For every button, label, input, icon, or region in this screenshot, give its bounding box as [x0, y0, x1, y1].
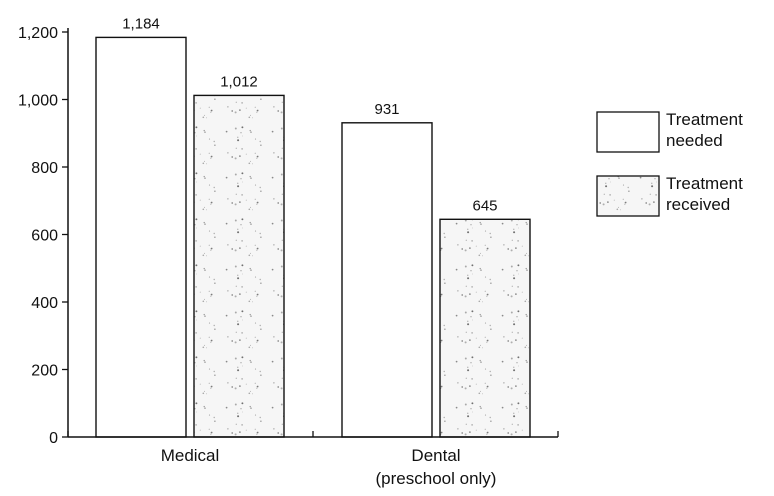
labels: 1,184 1,012 Medical 931 645 Dental (preschool … [122, 15, 497, 488]
category-label-dental: Dental (preschool only) [376, 446, 497, 488]
y-tick-label: 0 [49, 430, 58, 447]
value-label-treatment-needed-medical: 1,184 [122, 15, 160, 32]
legend: Treatment needed Treatment received [596, 110, 743, 217]
bar-treatment-needed-dental [341, 122, 433, 438]
value-label-treatment-needed-dental: 931 [374, 101, 399, 118]
legend-swatch-treatment-needed [596, 111, 660, 153]
legend-label-treatment-needed: Treatment needed [666, 110, 743, 150]
y-tick-label: 600 [31, 228, 58, 245]
y-tick-label: 1,200 [18, 25, 58, 42]
value-label-treatment-received-medical: 1,012 [220, 73, 258, 90]
bar-treatment-needed-medical [95, 36, 187, 438]
bar-treatment-received-dental [439, 218, 531, 438]
y-tick-label: 800 [31, 160, 58, 177]
y-tick-label: 1,000 [18, 93, 58, 110]
legend-swatch-treatment-received [596, 175, 660, 217]
legend-label-treatment-received: Treatment received [666, 174, 743, 214]
bar-treatment-received-medical [193, 94, 285, 438]
value-label-treatment-received-dental: 645 [472, 197, 497, 214]
category-label-medical: Medical [161, 446, 220, 465]
y-tick-label: 200 [31, 363, 58, 380]
axes: 0 200 400 600 800 1,000 1,200 [18, 25, 559, 447]
y-tick-label: 400 [31, 295, 58, 312]
plot-area [95, 36, 531, 438]
